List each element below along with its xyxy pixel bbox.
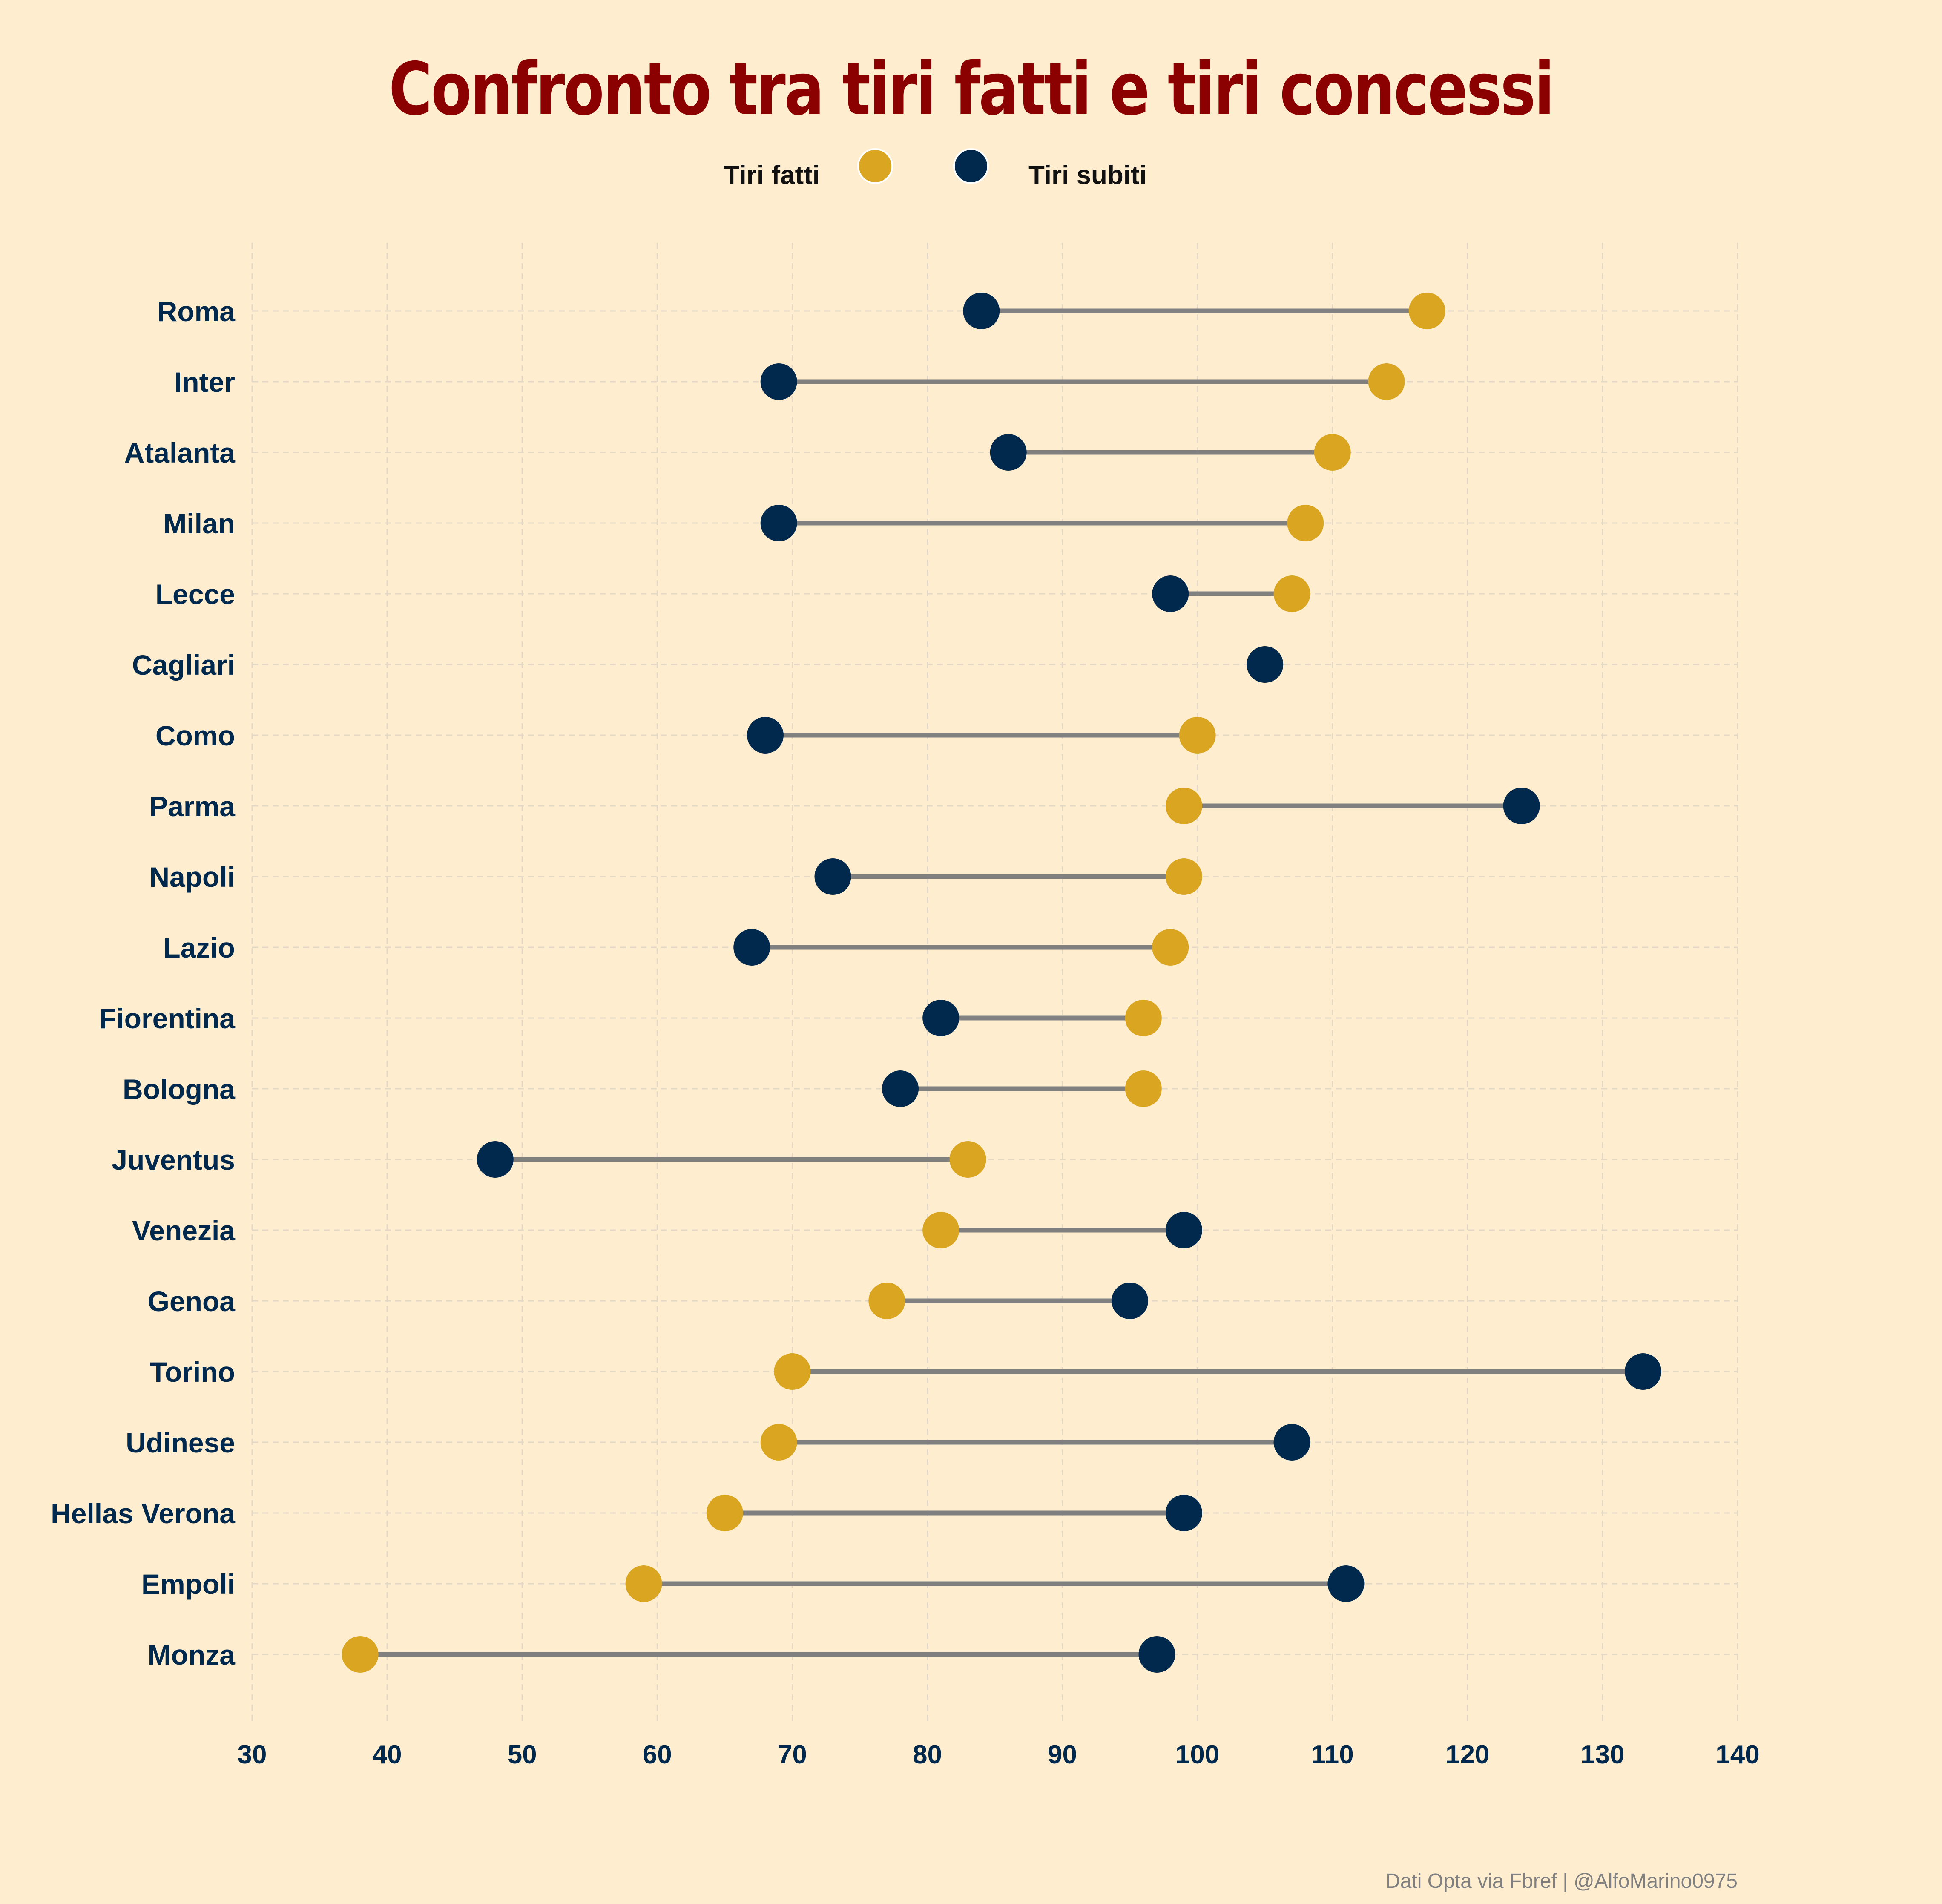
point-tiri-subiti xyxy=(990,434,1027,471)
point-tiri-fatti xyxy=(625,1565,662,1602)
legend-label-tiri-subiti: Tiri subiti xyxy=(1028,161,1147,190)
point-tiri-fatti xyxy=(1165,788,1202,824)
point-tiri-fatti xyxy=(1125,1000,1162,1036)
point-tiri-subiti xyxy=(963,293,1000,329)
team-label: Inter xyxy=(174,366,235,398)
y-axis-labels: Roma Inter Atalanta Milan Lecce Cagliari Como P… xyxy=(51,296,236,1671)
point-tiri-fatti xyxy=(774,1353,811,1390)
point-tiri-fatti xyxy=(1273,575,1310,612)
point-tiri-subiti xyxy=(1165,1495,1202,1531)
point-tiri-subiti xyxy=(1165,1212,1202,1248)
point-tiri-subiti xyxy=(1138,1636,1175,1673)
team-label: Roma xyxy=(157,296,236,327)
source-credit: Dati Opta via Fbref | @AlfoMarino0975 xyxy=(1385,1870,1738,1892)
point-tiri-subiti xyxy=(1152,575,1189,612)
x-tick-label: 50 xyxy=(508,1740,537,1769)
grid-lines xyxy=(251,243,1738,1725)
team-label: Lazio xyxy=(163,932,235,964)
point-tiri-subiti xyxy=(1247,646,1284,683)
x-tick-label: 140 xyxy=(1715,1740,1759,1769)
team-label: Parma xyxy=(149,791,236,822)
point-tiri-fatti xyxy=(1179,717,1216,754)
x-tick-label: 110 xyxy=(1311,1740,1354,1769)
legend-marker-tiri-subiti xyxy=(953,148,989,184)
team-label: Napoli xyxy=(149,861,235,893)
point-tiri-fatti xyxy=(1408,293,1445,329)
team-label: Empoli xyxy=(141,1568,235,1600)
team-label: Monza xyxy=(148,1639,236,1671)
point-tiri-fatti xyxy=(1287,505,1324,541)
x-tick-label: 90 xyxy=(1048,1740,1077,1769)
point-tiri-subiti xyxy=(477,1141,514,1178)
team-label: Juventus xyxy=(112,1144,235,1176)
team-label: Como xyxy=(155,720,235,751)
point-tiri-subiti xyxy=(1625,1353,1662,1390)
x-tick-label: 30 xyxy=(238,1740,267,1769)
x-axis-labels: 30 40 50 60 70 80 90 100 110 120 130 140 xyxy=(238,1740,1760,1769)
team-label: Fiorentina xyxy=(99,1003,236,1034)
point-tiri-subiti xyxy=(760,363,797,400)
team-label: Hellas Verona xyxy=(51,1498,236,1529)
point-tiri-subiti xyxy=(882,1070,919,1107)
x-tick-label: 40 xyxy=(373,1740,402,1769)
team-label: Genoa xyxy=(148,1286,236,1317)
point-tiri-subiti xyxy=(1273,1424,1310,1461)
point-tiri-fatti xyxy=(1152,929,1189,966)
point-tiri-fatti xyxy=(760,1424,797,1461)
team-label: Udinese xyxy=(126,1427,235,1458)
point-tiri-fatti xyxy=(868,1283,905,1319)
point-tiri-fatti xyxy=(1368,363,1405,400)
point-tiri-fatti xyxy=(342,1636,379,1673)
point-tiri-subiti xyxy=(747,717,784,754)
team-label: Lecce xyxy=(155,578,235,610)
legend-marker-tiri-fatti xyxy=(857,148,893,184)
point-tiri-subiti xyxy=(733,929,770,966)
x-tick-label: 70 xyxy=(778,1740,807,1769)
team-label: Bologna xyxy=(123,1073,236,1105)
legend-label-tiri-fatti: Tiri fatti xyxy=(724,161,820,190)
point-tiri-subiti xyxy=(1327,1565,1365,1602)
x-tick-label: 130 xyxy=(1580,1740,1624,1769)
point-tiri-subiti xyxy=(1112,1283,1149,1319)
team-label: Atalanta xyxy=(124,437,236,469)
point-tiri-subiti xyxy=(760,505,797,541)
point-tiri-subiti xyxy=(814,858,851,895)
point-tiri-fatti xyxy=(1314,434,1351,471)
x-tick-label: 120 xyxy=(1445,1740,1489,1769)
point-tiri-fatti xyxy=(949,1141,986,1178)
team-label: Torino xyxy=(150,1356,235,1388)
point-tiri-fatti xyxy=(922,1212,960,1248)
team-label: Venezia xyxy=(132,1215,236,1246)
point-tiri-fatti xyxy=(706,1495,743,1531)
point-tiri-subiti xyxy=(1503,788,1540,824)
legend: Tiri fatti Tiri subiti xyxy=(724,148,1147,190)
x-tick-label: 100 xyxy=(1175,1740,1219,1769)
data-points xyxy=(342,293,1662,1673)
connector-lines xyxy=(360,308,1643,1657)
point-tiri-subiti xyxy=(922,1000,960,1036)
x-tick-label: 80 xyxy=(913,1740,942,1769)
point-tiri-fatti xyxy=(1125,1070,1162,1107)
team-label: Milan xyxy=(163,508,235,539)
team-label: Cagliari xyxy=(132,649,235,681)
chart-title: Confronto tra tiri fatti e tiri concessi xyxy=(388,47,1555,132)
point-tiri-fatti xyxy=(1165,858,1202,895)
x-tick-label: 60 xyxy=(643,1740,672,1769)
